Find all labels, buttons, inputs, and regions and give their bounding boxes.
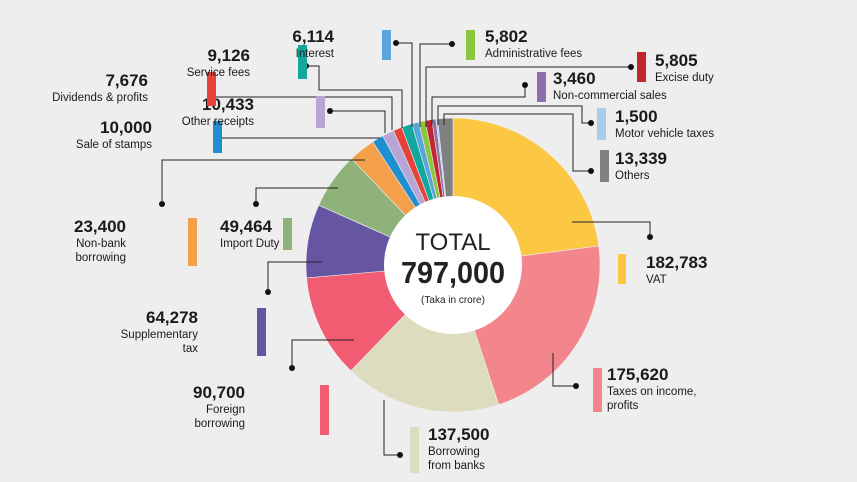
leader-administrative-fees [419, 43, 452, 127]
leader-motor-vehicle-taxes [437, 105, 591, 125]
legend-bar-income-tax [593, 368, 602, 412]
leader-dot-import-duty [253, 201, 259, 207]
leader-non-commercial-sales [431, 85, 526, 126]
leader-excise-duty [425, 66, 631, 127]
legend-bar-motor-vehicle-taxes [597, 108, 606, 140]
leader-dot-vat [647, 234, 653, 240]
leader-dot-excise-duty [628, 64, 634, 70]
value-label-import-duty: 49,464 [220, 217, 273, 236]
leader-dot-other-receipts [327, 108, 333, 114]
leader-foreign-borrowing [291, 339, 354, 368]
value-label-bank-borrowing: 137,500 [428, 425, 489, 444]
leader-non-bank-borrowing [161, 159, 365, 204]
leader-other-receipts [330, 110, 386, 133]
category-label-sale-of-stamps: Sale of stamps [76, 139, 152, 151]
value-label-service-fees: 9,126 [207, 46, 250, 65]
category-label-administrative-fees: Administrative fees [485, 48, 582, 60]
callout-labels: 182,783 VAT 175,620 Taxes on income, profits… [52, 27, 714, 473]
category-label-other-receipts: Other receipts [182, 116, 254, 128]
total-title: TOTAL [415, 229, 490, 256]
leader-dot-motor-vehicle-taxes [588, 120, 594, 126]
leader-import-duty [255, 187, 338, 204]
leader-dot-administrative-fees [449, 41, 455, 47]
category-label-income-tax-1: Taxes on income, [607, 386, 697, 398]
category-label-import-duty: Import Duty [220, 238, 280, 250]
leader-others [443, 113, 591, 172]
category-label-supplementary-tax-1: Supplementary [121, 329, 199, 341]
value-label-supplementary-tax: 64,278 [146, 308, 198, 327]
value-label-vat: 182,783 [646, 253, 707, 272]
legend-bar-import-duty [283, 218, 292, 250]
leader-income-tax [552, 353, 576, 387]
legend-bar-bank-borrowing [410, 427, 419, 473]
category-label-foreign-borrowing-2: borrowing [195, 418, 246, 430]
category-label-income-tax-2: profits [607, 400, 639, 412]
leader-dot-non-commercial-sales [522, 82, 528, 88]
category-label-bank-borrowing-1: Borrowing [428, 446, 480, 458]
legend-bar-sale-of-stamps [213, 121, 222, 153]
value-label-others: 13,339 [615, 149, 667, 168]
value-label-motor-vehicle-taxes: 1,500 [615, 107, 658, 126]
legend-bar-administrative-fees [466, 30, 475, 60]
legend-bar-service-fees [298, 45, 307, 79]
category-label-foreign-borrowing-1: Foreign [206, 404, 245, 416]
value-label-excise-duty: 5,805 [655, 51, 698, 70]
category-label-dividends-profits: Dividends & profits [52, 92, 148, 104]
legend-bar-others [600, 150, 609, 182]
category-label-motor-vehicle-taxes: Motor vehicle taxes [615, 128, 714, 140]
leader-service-fees [306, 65, 403, 128]
legend-bar-vat [618, 254, 626, 284]
value-label-foreign-borrowing: 90,700 [193, 383, 245, 402]
leader-dot-income-tax [573, 383, 579, 389]
legend-bar-other-receipts [316, 96, 325, 128]
leader-dot-interest [393, 40, 399, 46]
category-label-non-commercial-sales: Non-commercial sales [553, 90, 667, 102]
leader-dividends-profits [213, 96, 393, 130]
leader-dot-non-bank-borrowing [159, 201, 165, 207]
total-value: 797,000 [401, 255, 505, 290]
leader-vat [572, 221, 651, 237]
category-label-vat: VAT [646, 274, 667, 286]
leader-dot-foreign-borrowing [289, 365, 295, 371]
leader-bank-borrowing [383, 400, 400, 456]
legend-bar-dividends-profits [207, 72, 216, 106]
category-label-excise-duty: Excise duty [655, 72, 714, 84]
category-label-supplementary-tax-2: tax [183, 343, 199, 355]
legend-bar-non-bank-borrowing [188, 218, 197, 266]
category-label-bank-borrowing-2: from banks [428, 460, 485, 472]
category-label-non-bank-borrowing-1: Non-bank [76, 238, 126, 250]
legend-bar-foreign-borrowing [320, 385, 329, 435]
leader-dot-supplementary-tax [265, 289, 271, 295]
legend-bar-excise-duty [637, 52, 646, 82]
leader-dot-others [588, 168, 594, 174]
legend-bar-interest [382, 30, 391, 60]
leader-interest [396, 42, 413, 127]
category-label-service-fees: Service fees [187, 67, 251, 79]
legend-bar-supplementary-tax [257, 308, 266, 356]
leader-dot-bank-borrowing [397, 452, 403, 458]
value-label-interest: 6,114 [292, 27, 334, 46]
donut-hole [384, 196, 522, 334]
category-label-interest: Interest [296, 48, 335, 60]
value-label-administrative-fees: 5,802 [485, 27, 528, 46]
category-label-others: Others [615, 170, 650, 182]
value-label-non-commercial-sales: 3,460 [553, 69, 596, 88]
category-label-non-bank-borrowing-2: borrowing [76, 252, 127, 264]
value-label-sale-of-stamps: 10,000 [100, 118, 152, 137]
leader-lines [159, 40, 653, 458]
total-unit: (Taka in crore) [421, 295, 485, 306]
legend-bar-non-commercial-sales [537, 72, 546, 102]
leader-supplementary-tax [267, 261, 322, 292]
value-label-income-tax: 175,620 [607, 365, 668, 384]
value-label-non-bank-borrowing: 23,400 [74, 217, 126, 236]
value-label-dividends-profits: 7,676 [105, 71, 148, 90]
